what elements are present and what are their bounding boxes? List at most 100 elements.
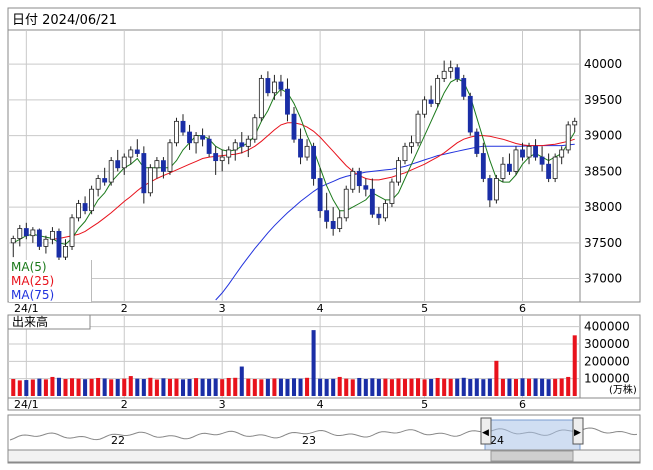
volume-bar — [337, 376, 342, 396]
volume-bar — [468, 379, 473, 396]
candle-body — [36, 229, 42, 247]
candle-body — [500, 163, 506, 179]
candle-body — [422, 99, 427, 115]
volume-bar — [148, 377, 153, 396]
volume-bar — [311, 330, 316, 396]
legend-label-ma25: MA(25) — [11, 274, 55, 288]
price-x-tick-label: 3 — [219, 302, 226, 315]
navigator-labels: 22 23 24 — [111, 434, 504, 447]
volume-bar — [448, 378, 453, 396]
volume-bar — [109, 379, 114, 396]
volume-x-tick-label: 2 — [121, 398, 128, 411]
volume-bar — [83, 379, 88, 396]
legend-label-ma5: MA(5) — [11, 260, 47, 274]
legend-item-ma5: MA(5) — [11, 260, 47, 274]
volume-bar — [442, 378, 447, 396]
volume-bar — [246, 378, 251, 396]
candle-body — [43, 238, 49, 247]
volume-bar — [37, 378, 42, 396]
candle-body — [311, 145, 317, 179]
candle-body — [480, 153, 486, 179]
volume-bar — [50, 376, 55, 396]
candle-body — [108, 160, 114, 183]
volume-bar — [207, 378, 212, 396]
volume-bar — [24, 380, 29, 396]
volume-x-tick-label: 24/1 — [14, 398, 39, 411]
candle-body — [324, 210, 330, 222]
navigator-selection[interactable] — [484, 419, 581, 451]
price-y-tick-label: 39000 — [584, 129, 622, 143]
candle-body — [161, 160, 166, 172]
volume-bar — [259, 379, 264, 396]
candle-body — [330, 220, 336, 229]
date-label: 日付 2024/06/21 — [12, 13, 117, 28]
volume-bar — [194, 378, 199, 396]
candle-body — [493, 178, 499, 201]
volume-bar — [350, 379, 355, 396]
volume-bar — [474, 378, 479, 396]
candle-body — [539, 156, 545, 165]
volume-bar — [167, 378, 172, 396]
candle-body — [546, 163, 552, 179]
volume-title: 出来高 — [12, 314, 48, 329]
volume-bar — [494, 360, 499, 396]
candle-body — [56, 230, 62, 258]
volume-bar — [102, 378, 107, 396]
price-x-tick-label: 2 — [121, 302, 128, 315]
ma-line-ma5 — [13, 77, 576, 245]
candle-body — [291, 113, 297, 140]
candle-body — [572, 120, 578, 126]
candle-body — [200, 135, 206, 140]
volume-bar — [298, 378, 303, 396]
volume-bar — [324, 379, 329, 396]
candle-body — [102, 178, 108, 183]
candle-body — [121, 156, 127, 169]
candle-body — [565, 124, 571, 151]
volume-bar — [200, 378, 205, 396]
volume-bar — [30, 379, 35, 396]
price-y-tick-label: 38000 — [584, 200, 622, 214]
volume-bar — [180, 379, 186, 396]
candle-body — [128, 149, 134, 158]
volume-bar — [533, 378, 538, 396]
volume-bar — [513, 379, 519, 396]
volume-bar — [402, 378, 408, 396]
candle-body — [520, 149, 525, 158]
candle-body — [258, 78, 264, 119]
volume-bar — [370, 378, 375, 396]
volume-bar — [128, 376, 133, 396]
navigator-scrollbar[interactable] — [7, 449, 641, 463]
volume-bar — [135, 378, 140, 396]
volume-bar — [553, 378, 558, 396]
volume-x-ticks: 24/1 2 3 4 5 6 — [14, 398, 526, 411]
navigator-scroll-thumb[interactable] — [490, 450, 574, 462]
candle-body — [382, 203, 388, 219]
candle-body — [428, 99, 434, 104]
candle-body — [415, 113, 421, 144]
navigator-right-handle[interactable] — [572, 417, 584, 445]
volume-x-tick-label: 4 — [317, 398, 324, 411]
candle-body — [317, 178, 323, 212]
price-y-tick-label: 37000 — [584, 272, 622, 286]
candle-body — [206, 138, 212, 154]
volume-bar — [161, 378, 166, 396]
candle-body — [448, 67, 454, 72]
volume-bar — [213, 378, 218, 396]
price-x-tick-label: 4 — [317, 302, 324, 315]
navigator-left-handle[interactable] — [480, 417, 492, 445]
navigator-year-label: 22 — [111, 434, 125, 447]
candle-body — [174, 120, 179, 144]
volume-bar — [187, 379, 192, 396]
candle-body — [95, 178, 101, 190]
volume-bar — [435, 377, 440, 396]
candle-body — [552, 156, 558, 179]
candle-body — [298, 138, 303, 158]
candle-body — [271, 81, 277, 94]
volume-bar — [376, 378, 381, 396]
volume-bar — [252, 379, 257, 396]
candle-body — [252, 117, 258, 140]
candle-body — [226, 149, 232, 158]
volume-y-tick-label: 200000 — [584, 354, 630, 368]
legend-label-ma75: MA(75) — [11, 288, 55, 302]
